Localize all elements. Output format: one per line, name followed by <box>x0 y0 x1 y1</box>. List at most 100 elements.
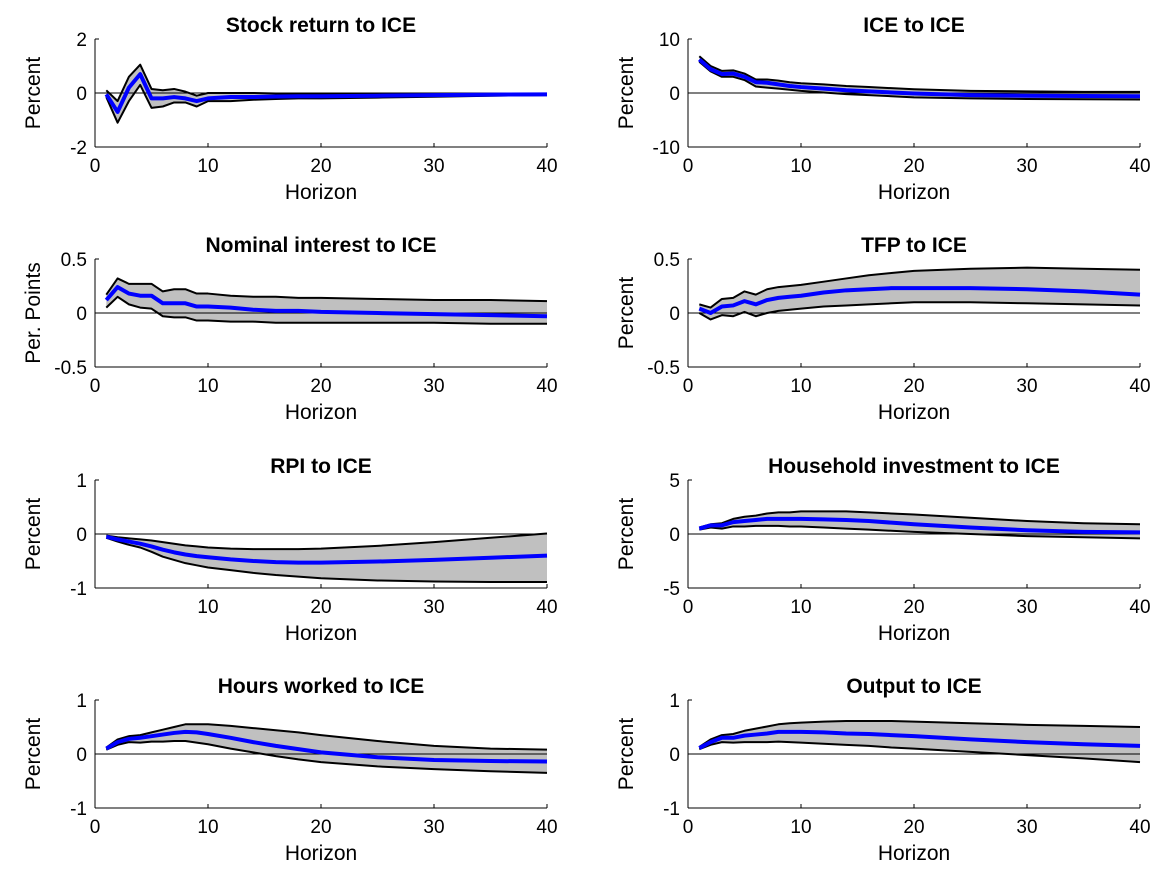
median-response-line <box>104 72 548 114</box>
x-tick-label: 30 <box>423 597 444 618</box>
lower-bound-line <box>105 295 547 325</box>
upper-bound-line <box>105 723 548 751</box>
x-tick-label: 0 <box>683 597 694 618</box>
lower-bound-line <box>698 740 1141 764</box>
upper-bound-line <box>105 63 547 103</box>
x-tick-label: 30 <box>423 376 444 397</box>
panel-title: Hours worked to ICE <box>218 675 425 698</box>
x-tick-label: 40 <box>1129 156 1150 177</box>
x-tick-label: 10 <box>790 156 811 177</box>
x-axis-label: Horizon <box>878 622 950 645</box>
upper-bound-line <box>699 266 1141 309</box>
x-tick-label: 0 <box>90 376 101 397</box>
upper-bound-line <box>698 720 1141 748</box>
confidence-band <box>106 533 548 583</box>
x-tick-label: 30 <box>1016 376 1037 397</box>
x-tick-label: 30 <box>423 156 444 177</box>
y-tick-label: -10 <box>653 138 680 159</box>
x-tick-label: 40 <box>1129 376 1150 397</box>
median-response-line <box>104 285 548 319</box>
y-tick-label: 0 <box>76 84 87 105</box>
y-tick-label: -0.5 <box>54 358 87 379</box>
y-axis-label: Percent <box>615 277 638 350</box>
confidence-band <box>699 267 1140 320</box>
x-tick-label: 20 <box>903 376 924 397</box>
y-tick-label: -2 <box>70 138 87 159</box>
y-tick-label: 5 <box>669 471 680 492</box>
y-tick-label: 0 <box>669 84 680 105</box>
y-tick-label: -5 <box>663 579 680 600</box>
y-tick-label: 0 <box>669 525 680 546</box>
x-tick-label: 20 <box>903 597 924 618</box>
upper-bound-line <box>106 532 548 551</box>
lower-bound-line <box>699 524 1141 540</box>
x-axis-label: Horizon <box>285 181 357 204</box>
x-tick-label: 20 <box>310 156 331 177</box>
y-tick-label: 0 <box>76 525 87 546</box>
y-tick-label: 0 <box>669 304 680 325</box>
y-tick-label: 10 <box>659 30 680 51</box>
x-tick-label: 10 <box>197 376 218 397</box>
x-tick-label: 10 <box>790 597 811 618</box>
y-tick-label: 0.5 <box>61 250 87 271</box>
lower-bound-line <box>698 301 1141 321</box>
x-tick-label: 40 <box>536 597 557 618</box>
y-axis-label: Percent <box>22 498 45 571</box>
y-tick-label: 0 <box>76 304 87 325</box>
median-response-line <box>697 58 1141 99</box>
x-tick-label: 20 <box>310 817 331 838</box>
chart-panel: 10 20 30 40 -1 0 1 RPI to ICE Horizon Percent <box>22 455 558 645</box>
x-tick-label: 40 <box>1129 817 1150 838</box>
y-axis-label: Percent <box>22 718 45 791</box>
y-tick-label: 1 <box>76 691 87 712</box>
x-tick-label: 20 <box>310 376 331 397</box>
upper-bound-line <box>105 277 548 303</box>
median-response-line <box>698 286 1141 315</box>
panel-title: Nominal interest to ICE <box>205 234 436 257</box>
x-tick-label: 20 <box>310 597 331 618</box>
upper-bound-line <box>698 55 1140 93</box>
y-tick-label: -1 <box>70 799 87 820</box>
x-tick-label: 20 <box>903 817 924 838</box>
x-tick-label: 30 <box>1016 156 1037 177</box>
x-tick-label: 10 <box>790 376 811 397</box>
panel-title: ICE to ICE <box>863 14 965 37</box>
y-tick-label: 0 <box>669 745 680 766</box>
lower-bound-line <box>698 60 1141 101</box>
y-tick-label: 0.5 <box>654 250 680 271</box>
y-tick-label: 2 <box>76 30 87 51</box>
x-tick-label: 40 <box>536 817 557 838</box>
x-tick-label: 10 <box>197 597 218 618</box>
x-axis-label: Horizon <box>878 401 950 424</box>
median-response-line <box>105 729 548 764</box>
y-axis-label: Per. Points <box>22 262 45 364</box>
x-tick-label: 40 <box>536 376 557 397</box>
x-tick-label: 0 <box>90 817 101 838</box>
x-tick-label: 10 <box>197 817 218 838</box>
y-axis-label: Percent <box>615 498 638 571</box>
y-tick-label: -1 <box>663 799 680 820</box>
x-tick-label: 0 <box>90 156 101 177</box>
panel-title: Household investment to ICE <box>768 455 1060 478</box>
x-tick-label: 30 <box>1016 597 1037 618</box>
x-axis-label: Horizon <box>285 622 357 645</box>
y-tick-label: -0.5 <box>647 358 680 379</box>
x-tick-label: 30 <box>1016 817 1037 838</box>
x-tick-label: 40 <box>1129 597 1150 618</box>
x-tick-label: 0 <box>683 817 694 838</box>
y-axis-label: Percent <box>615 718 638 791</box>
y-axis-label: Percent <box>22 57 45 130</box>
panel-title: TFP to ICE <box>861 234 967 257</box>
lower-bound-line <box>105 536 547 584</box>
x-tick-label: 0 <box>683 156 694 177</box>
x-tick-label: 20 <box>903 156 924 177</box>
x-tick-label: 0 <box>683 376 694 397</box>
y-tick-label: 1 <box>669 691 680 712</box>
